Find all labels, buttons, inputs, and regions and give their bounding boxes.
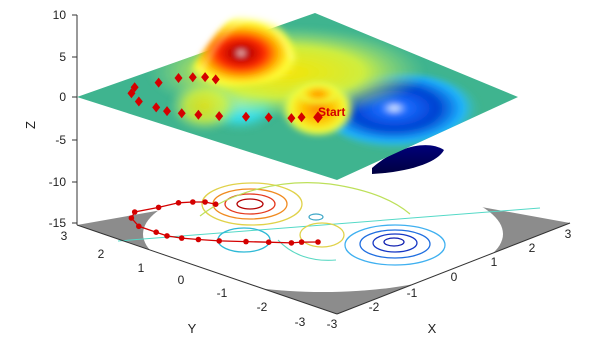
x-axis-label: X [428,321,437,336]
second-peak [296,82,340,104]
surface [77,11,518,180]
z-tick-label: -5 [55,133,66,147]
y-axis: 3 2 1 0 -1 -2 -3 Y [61,224,338,336]
y-tick-label: -3 [295,315,306,329]
x-axis: -3 -2 -1 0 1 2 3 X [327,222,572,336]
y-axis-label: Y [188,321,197,336]
path-surface-point [201,72,210,83]
path-floor-point [155,204,162,211]
z-tick-label: 5 [59,50,66,64]
y-tick-label: 3 [61,229,68,243]
path-surface-point [163,106,172,117]
path-floor-point [136,223,142,230]
x-tick-label: -1 [407,286,418,300]
path-floor-point [190,199,196,205]
path-surface-point [188,72,197,83]
path-surface-point [241,111,250,122]
path-surface-point [297,112,306,123]
path-surface-point [174,73,183,84]
y-tick-label: 1 [138,261,145,275]
path-floor-point [153,229,159,235]
x-tick-label: 2 [529,241,536,255]
path-surface-point [130,82,139,93]
z-tick-label: -15 [49,216,67,230]
path-surface-point [152,102,161,113]
z-tick-label: 10 [53,8,67,22]
path-floor-point [216,238,222,244]
x-tick-label: 1 [491,255,498,269]
path-surface-point [194,109,203,120]
path-floor-point [243,238,249,245]
y-tick-label: 0 [178,273,185,287]
z-axis: 10 5 0 -5 -10 -15 Z [23,8,78,230]
path-surface-point [177,108,186,119]
path-floor-point [202,199,208,205]
start-annotation: Start [318,105,345,119]
path-surface-point [215,111,224,122]
z-tick-label: -10 [49,175,67,189]
path-floor-point [175,200,182,206]
path-floor-point [298,239,305,245]
path-floor-point [212,201,219,207]
path-floor-point [128,215,135,221]
path-floor [128,199,321,246]
path-surface-point [134,96,143,107]
x-tick-label: 0 [451,270,458,284]
path-floor-point [265,239,272,245]
path-floor-point [131,209,138,215]
path-surface-point [127,88,136,99]
path-surface [127,72,323,124]
x-tick-label: -3 [327,317,338,331]
x-tick-label: 3 [565,227,572,241]
path-surface-point [154,77,163,88]
z-axis-label: Z [23,121,38,129]
path-floor-point [288,240,295,246]
x-tick-label: -2 [369,300,380,314]
path-floor-point [315,239,321,245]
path-floor-point [164,233,170,239]
path-floor-point [178,235,185,241]
path-surface-point [264,112,273,123]
contour-floor [77,176,570,314]
main-peak [182,11,301,87]
y-tick-label: 2 [98,247,105,261]
path-surface-point [287,113,296,124]
y-tick-label: -2 [257,300,268,314]
path-surface-point [211,74,220,85]
path-floor-point [195,236,202,243]
y-tick-label: -1 [217,286,228,300]
axes: 10 5 0 -5 -10 -15 Z 3 2 1 0 -1 -2 -3 Y -… [23,8,572,336]
path-surface-point [313,111,323,124]
surface-underside [372,145,444,174]
z-tick-label: 0 [59,90,66,104]
